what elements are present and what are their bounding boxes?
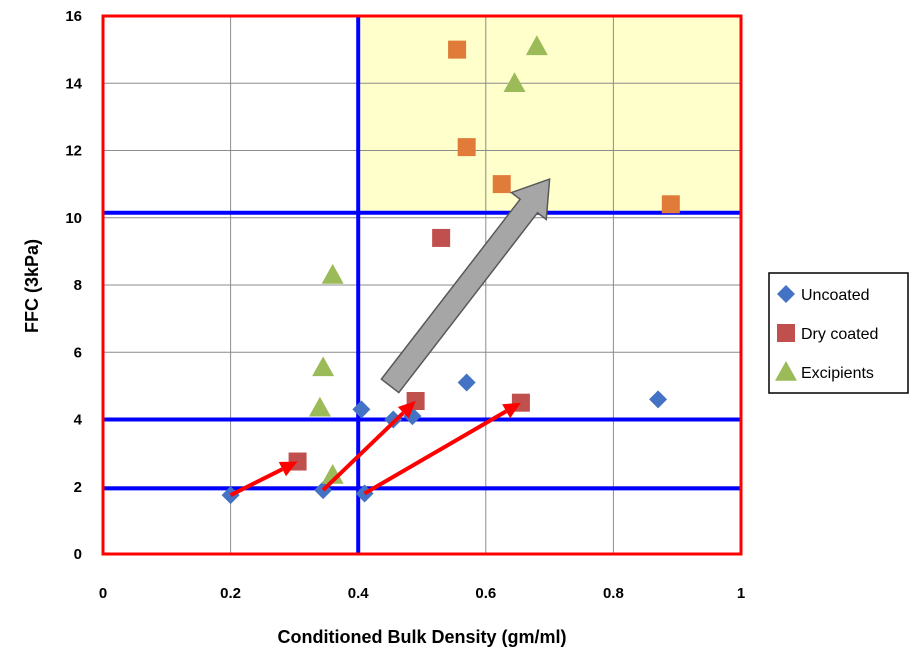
legend: Uncoated Dry coated Excipients [768,272,909,394]
y-tick-label: 10 [65,210,82,227]
y-tick-label: 4 [74,412,83,429]
data-point-square [457,138,476,157]
data-point-triangle [321,263,344,284]
y-tick-label: 0 [74,546,82,563]
y-tick-label: 8 [74,277,82,294]
data-point-square [661,195,680,214]
plot-frame [101,14,743,556]
trend-arrow-shaft [229,467,284,497]
x-tick-label: 0.2 [220,585,241,602]
data-point-diamond [384,410,403,429]
legend-label: Uncoated [801,287,870,304]
x-tick-label: 0.8 [603,585,624,602]
data-point-triangle [312,356,335,377]
y-tick-label: 16 [65,8,82,25]
trend-arrow-shaft [321,411,405,492]
y-axis-title: FFC (3kPa) [22,239,42,333]
data-point-triangle [503,72,526,93]
trend-arrows [229,177,551,497]
trend-arrow-head [278,461,298,477]
x-tick-label: 0 [99,585,107,602]
data-markers [221,35,680,505]
trend-arrow-head [397,401,416,419]
data-point-square [492,175,511,194]
legend-marker-square [777,324,795,342]
data-point-square [432,228,451,247]
data-point-diamond [649,390,668,409]
data-point-diamond [457,373,476,392]
legend-label: Dry coated [801,326,878,343]
legend-label: Excipients [801,365,874,382]
legend-marker-diamond [777,285,795,303]
x-axis-title: Conditioned Bulk Density (gm/ml) [277,627,566,647]
x-tick-label: 0.4 [348,585,370,602]
trend-arrow-shaft [363,409,508,496]
data-point-square [448,40,467,59]
data-point-triangle [525,35,548,56]
reference-lines [103,16,741,554]
y-tick-label: 12 [65,143,82,160]
data-point-diamond [352,400,371,419]
data-point-triangle [308,396,331,417]
x-tick-label: 0.6 [475,585,496,602]
x-tick-label: 1 [737,585,745,602]
y-tick-label: 6 [74,344,82,361]
data-point-triangle [321,463,344,484]
y-tick-label: 14 [65,75,82,92]
trend-arrow-overall [380,177,551,394]
legend-marker-triangle [775,361,797,381]
trend-arrow-head [502,402,521,419]
y-tick-label: 2 [74,479,82,496]
